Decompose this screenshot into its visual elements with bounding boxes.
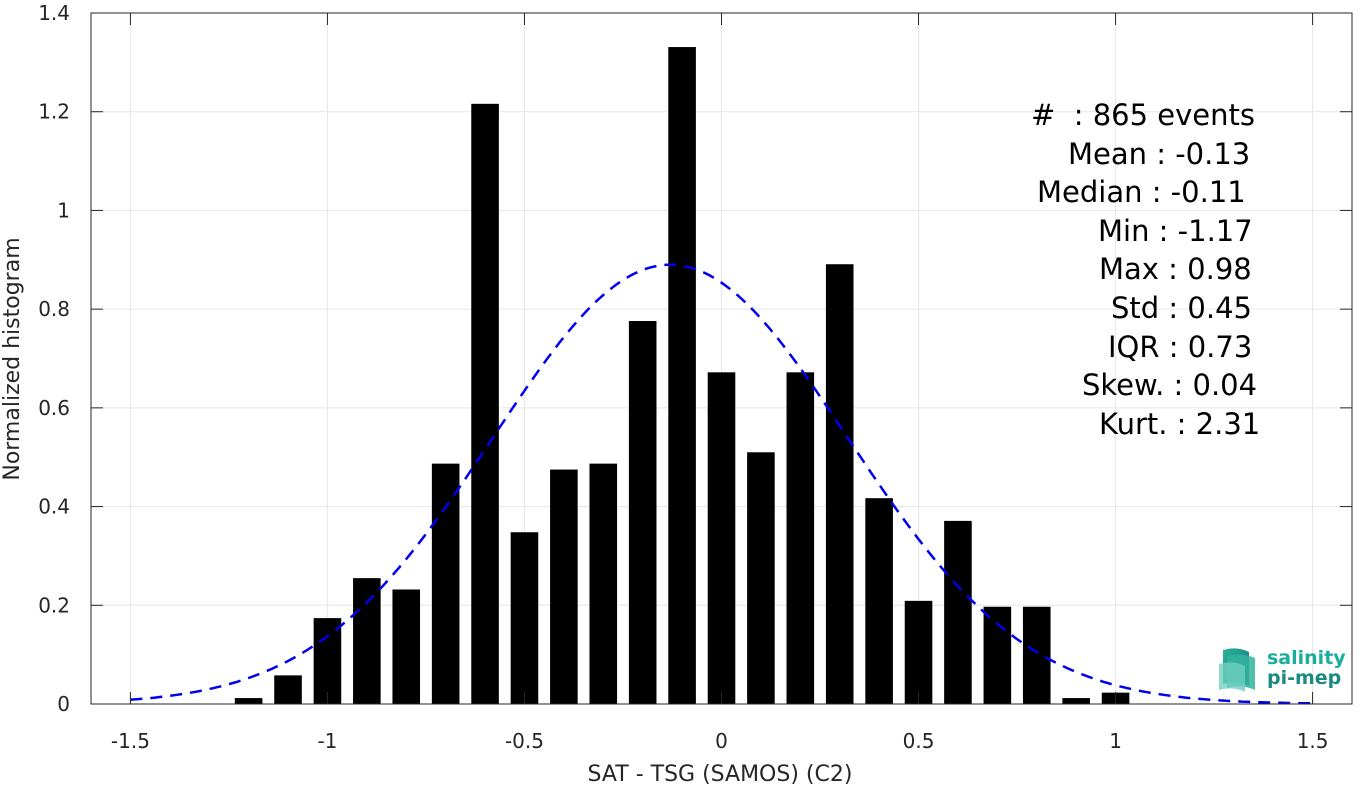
plot-axes <box>90 12 1353 705</box>
histogram-bar-2 <box>313 618 342 704</box>
histogram-bar-0 <box>234 698 263 704</box>
salinity-pimep-logo: salinity pi-mep <box>1217 646 1347 696</box>
y-tick-labels: 0 0.2 0.4 0.6 0.8 1 1.2 1.4 <box>38 1 70 716</box>
stat-std: Std : 0.45 <box>1111 290 1252 325</box>
y-tick-label-1: 0.2 <box>38 593 70 617</box>
gaussian-fit-curve <box>130 263 1313 705</box>
x-tick-label-5: 1 <box>1109 729 1122 753</box>
fit-curve-line <box>130 263 1313 705</box>
histogram-bar-15 <box>825 264 854 704</box>
y-tick-label-3: 0.6 <box>38 396 70 420</box>
logo-text-line2: pi-mep <box>1267 667 1342 689</box>
histogram-bar-7 <box>510 532 539 704</box>
histogram-bar-1 <box>274 675 302 704</box>
x-tick-label-4: 0.5 <box>903 729 935 753</box>
histogram-bar-18 <box>944 520 972 704</box>
logo-text-line1: salinity <box>1267 647 1346 669</box>
y-tick-label-7: 1.4 <box>38 1 70 25</box>
histogram-bar-16 <box>865 498 893 704</box>
x-axis-label: SAT - TSG (SAMOS) (C2) <box>588 762 853 785</box>
histogram-bar-9 <box>589 463 618 704</box>
histogram-bar-8 <box>550 469 578 704</box>
histogram-bar-12 <box>707 372 736 704</box>
x-tick-label-2: -0.5 <box>505 729 544 753</box>
stat-mean: Mean : -0.13 <box>1068 136 1251 171</box>
x-tick-label-0: -1.5 <box>111 729 150 753</box>
histogram-bar-11 <box>668 47 696 705</box>
y-tick-label-0: 0 <box>57 692 70 716</box>
salinity-pimep-logo-icon <box>1219 648 1255 692</box>
y-tick-label-5: 1 <box>57 198 70 222</box>
stat-iqr: IQR : 0.73 <box>1108 329 1253 364</box>
stat-skew: Skew. : 0.04 <box>1082 368 1258 403</box>
x-tick-labels: -1.5 -1 -0.5 0 0.5 1 1.5 <box>111 729 1329 753</box>
stat-max: Max : 0.98 <box>1099 252 1252 287</box>
y-tick-label-6: 1.2 <box>38 100 70 124</box>
histogram-bar-13 <box>747 452 775 704</box>
histogram-bar-14 <box>786 372 815 704</box>
stat-min: Min : -1.17 <box>1098 213 1253 248</box>
x-tick-label-6: 1.5 <box>1297 729 1329 753</box>
histogram-bar-10 <box>628 320 657 704</box>
histogram-bar-17 <box>904 600 933 704</box>
histogram-bar-3 <box>353 578 381 704</box>
histogram-bar-4 <box>392 589 421 704</box>
histogram-bar-20 <box>1022 606 1051 704</box>
stat-kurt: Kurt. : 2.31 <box>1099 406 1261 441</box>
histogram-bars <box>234 47 1130 705</box>
histogram-bar-5 <box>431 463 460 704</box>
statistics-panel: # : 865 events Mean : -0.13 Median : -0.… <box>1000 96 1290 443</box>
y-axis-label: Normalized histogram <box>0 237 25 480</box>
stat-median: Median : -0.11 <box>1037 175 1246 210</box>
histogram-bar-6 <box>471 103 499 705</box>
y-tick-label-2: 0.4 <box>38 495 70 519</box>
y-tick-label-4: 0.8 <box>38 297 70 321</box>
stat-events: # : 865 events <box>1031 98 1255 132</box>
histogram-bar-19 <box>983 606 1012 704</box>
x-tick-label-3: 0 <box>715 729 728 753</box>
histogram-bar-21 <box>1062 698 1090 704</box>
x-tick-label-1: -1 <box>317 729 337 753</box>
